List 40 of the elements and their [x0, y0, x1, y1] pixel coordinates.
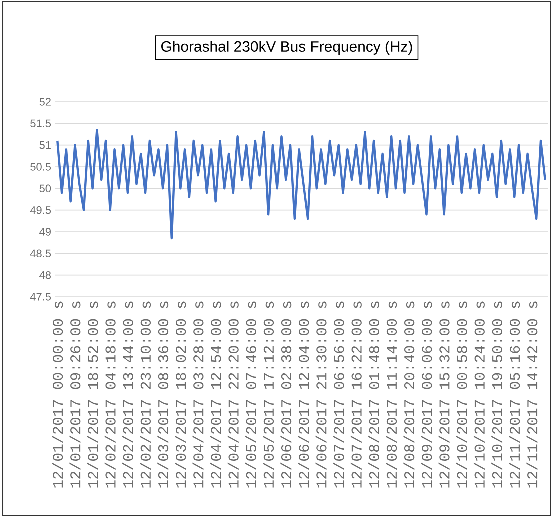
x-tick-label: 12/02/2017 04:18:00 s	[104, 302, 116, 488]
y-tick-label: 49.5	[30, 206, 52, 214]
x-tick-label: 12/09/2017 06:06:00 s	[421, 302, 432, 488]
x-tick-label: 12/10/2017 10:24:00 s	[474, 302, 485, 488]
y-tick-label: 50.5	[30, 163, 52, 171]
y-tick-label: 51.5	[30, 120, 52, 128]
x-tick-label: 12/05/2017 07:46:00 s	[245, 302, 256, 488]
x-tick-label: 12/09/2017 15:32:00 s	[438, 302, 450, 488]
y-tick-label: 51	[40, 142, 51, 150]
x-tick-label: 12/07/2017 16:22:00 s	[350, 302, 362, 488]
x-tick-label: 12/08/2017 11:14:00 s	[386, 302, 398, 488]
x-tick-label: 12/03/2017 18:02:00 s	[175, 302, 186, 488]
x-tick-label: 12/11/2017 14:42:00 s	[526, 302, 538, 488]
y-tick-label: 49	[40, 228, 51, 236]
x-tick-label: 12/10/2017 00:58:00 s	[456, 302, 468, 488]
x-tick-label: 12/08/2017 01:48:00 s	[368, 302, 380, 488]
x-tick-label: 12/05/2017 17:12:00 s	[263, 302, 274, 488]
x-tick-label: 12/01/2017 18:52:00 s	[87, 302, 98, 488]
y-tick-label: 52	[40, 98, 51, 106]
x-tick-label: 12/04/2017 22:20:00 s	[228, 302, 239, 488]
x-tick-label: 12/08/2017 20:40:00 s	[404, 302, 415, 488]
chart-title: Ghorashal 230kV Bus Frequency (Hz)	[162, 41, 412, 55]
x-tick-label: 12/07/2017 06:56:00 s	[333, 302, 344, 488]
x-tick-label: 12/03/2017 08:36:00 s	[158, 302, 169, 488]
x-tick-label: 12/01/2017 00:00:00 s	[52, 302, 64, 488]
y-tick-label: 47.5	[30, 293, 52, 301]
x-tick-label: 12/01/2017 09:26:00 s	[70, 302, 81, 488]
x-tick-label: 12/04/2017 12:54:00 s	[210, 302, 222, 488]
y-tick-label: 50	[40, 184, 52, 193]
line-series	[56, 129, 546, 240]
y-tick-label: 48.5	[30, 250, 52, 258]
x-tick-label: 12/10/2017 19:50:00 s	[492, 302, 503, 488]
x-tick-label: 12/06/2017 21:30:00 s	[316, 302, 327, 488]
x-tick-label: 12/02/2017 13:44:00 s	[122, 302, 134, 488]
x-tick-label: 12/11/2017 05:16:00 s	[509, 302, 520, 488]
x-tick-label: 12/04/2017 03:28:00 s	[192, 302, 204, 488]
x-tick-label: 12/06/2017 02:38:00 s	[280, 302, 292, 488]
x-tick-label: 12/06/2017 12:04:00 s	[298, 302, 310, 488]
y-tick-label: 48	[40, 271, 51, 280]
x-tick-label: 12/02/2017 23:10:00 s	[140, 302, 152, 488]
